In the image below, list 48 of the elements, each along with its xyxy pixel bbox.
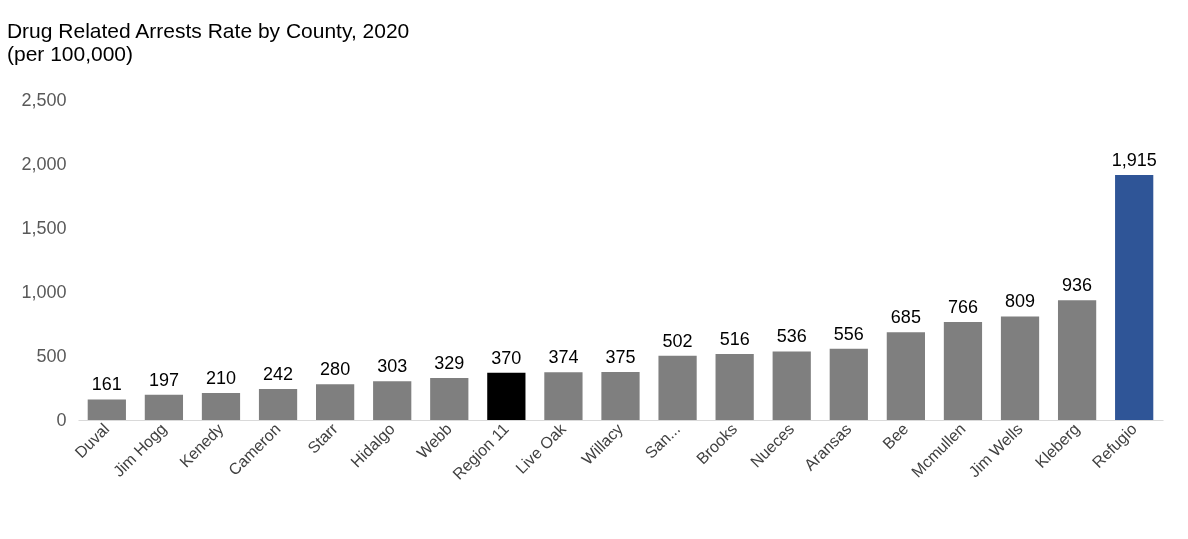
data-label: 197 bbox=[148, 369, 179, 390]
data-label: 766 bbox=[947, 296, 978, 317]
bar bbox=[829, 348, 868, 420]
bar bbox=[87, 399, 126, 420]
data-label: 516 bbox=[719, 328, 750, 349]
data-label: 685 bbox=[890, 307, 921, 328]
bar bbox=[1115, 174, 1154, 420]
bar bbox=[715, 353, 754, 420]
bar bbox=[1000, 316, 1040, 420]
x-tick-label: Bee bbox=[879, 420, 912, 453]
bar bbox=[601, 372, 640, 420]
y-tick-label: 0 bbox=[56, 409, 67, 430]
bar bbox=[943, 321, 983, 420]
bar bbox=[886, 332, 925, 420]
y-tick-label: 1,500 bbox=[21, 217, 67, 238]
y-tick-label: 500 bbox=[36, 345, 67, 366]
data-label: 329 bbox=[434, 352, 465, 373]
data-label: 809 bbox=[1005, 291, 1036, 312]
bar bbox=[487, 372, 526, 420]
y-tick-label: 1,000 bbox=[21, 281, 67, 302]
data-label: 370 bbox=[491, 347, 522, 368]
x-tick-label: Live Oak bbox=[512, 419, 570, 477]
bar bbox=[1057, 300, 1097, 420]
chart-subtitle: (per 100,000) bbox=[6, 42, 134, 65]
data-label: 374 bbox=[548, 347, 579, 368]
data-label: 280 bbox=[320, 359, 351, 380]
bar bbox=[544, 372, 583, 420]
bar bbox=[144, 394, 184, 420]
data-label: 242 bbox=[263, 364, 294, 385]
bar bbox=[258, 389, 298, 420]
bar bbox=[373, 381, 412, 420]
y-tick-label: 2,000 bbox=[21, 153, 67, 174]
bar bbox=[201, 393, 241, 420]
chart-title: Drug Related Arrests Rate by County, 2020 bbox=[6, 19, 410, 42]
data-label: 536 bbox=[776, 326, 807, 347]
data-label: 210 bbox=[205, 368, 236, 389]
data-label: 161 bbox=[91, 374, 122, 395]
data-label: 303 bbox=[377, 356, 408, 377]
y-tick-label: 2,500 bbox=[21, 89, 67, 110]
data-label: 502 bbox=[662, 330, 693, 351]
data-label: 936 bbox=[1062, 275, 1093, 296]
bar bbox=[430, 377, 469, 420]
data-label: 556 bbox=[833, 323, 864, 344]
bar bbox=[658, 355, 697, 420]
data-label: 375 bbox=[605, 347, 636, 367]
data-label: 1,915 bbox=[1111, 149, 1157, 170]
bar bbox=[316, 384, 355, 420]
bar bbox=[772, 351, 811, 420]
